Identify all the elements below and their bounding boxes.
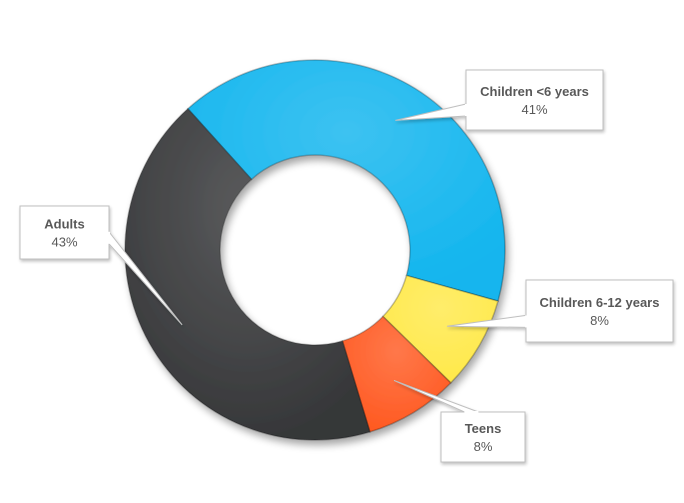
data-label-value: 41% [521,102,547,117]
data-label-teens: Teens 8% [393,379,526,463]
data-label-adults: Adults 43% [19,205,183,326]
data-label-box [525,279,674,343]
data-label-category: Children <6 years [480,84,589,99]
data-label-box [19,205,110,260]
data-label-value: 8% [590,313,609,328]
donut-slice-gloss-children-6-12-years [382,275,499,383]
data-label-category: Teens [465,421,502,436]
donut-slice-gloss-adults [124,108,370,441]
callouts-layer: Children <6 years 41% Children 6-12 years 8… [19,69,674,463]
donut-slice-gloss-children-6-years [187,59,506,302]
data-label-box [465,69,604,131]
data-label-value: 43% [51,235,77,250]
data-label-children-6-12-years: Children 6-12 years 8% [447,279,674,343]
donut-slice-gloss-teens [342,316,451,432]
data-label-category: Adults [44,217,84,232]
data-label-box [440,411,526,463]
slices-layer [124,59,506,441]
data-label-children-6-years: Children <6 years 41% [395,69,604,131]
data-label-value: 8% [474,439,493,454]
data-label-category: Children 6-12 years [540,295,660,310]
